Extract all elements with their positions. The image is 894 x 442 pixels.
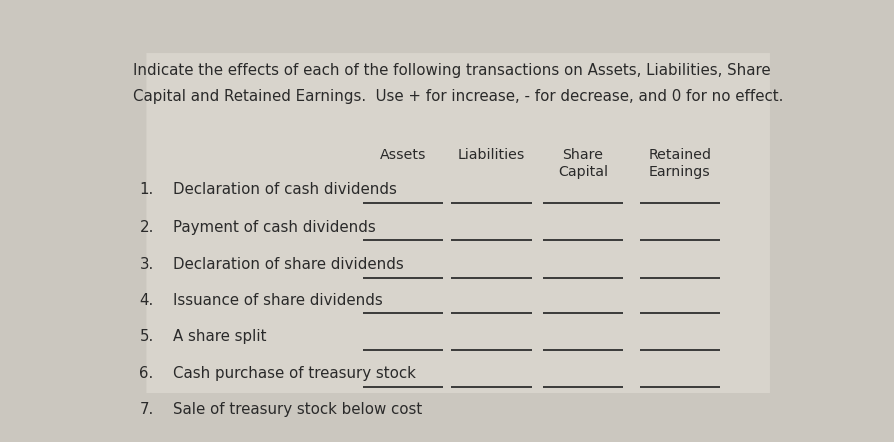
Text: Indicate the effects of each of the following transactions on Assets, Liabilitie: Indicate the effects of each of the foll… [132,63,770,78]
Text: Share
Capital: Share Capital [558,149,608,179]
FancyBboxPatch shape [147,53,770,393]
Text: Assets: Assets [379,149,426,162]
Text: A share split: A share split [173,329,266,344]
Text: Sale of treasury stock below cost: Sale of treasury stock below cost [173,402,422,417]
Text: 4.: 4. [139,293,154,308]
Text: 5.: 5. [139,329,154,344]
Text: 3.: 3. [139,257,154,272]
Text: 1.: 1. [139,183,154,198]
Text: 2.: 2. [139,220,154,235]
Text: Capital and Retained Earnings.  Use + for increase, - for decrease, and 0 for no: Capital and Retained Earnings. Use + for… [132,89,783,104]
Text: Payment of cash dividends: Payment of cash dividends [173,220,375,235]
Text: Cash purchase of treasury stock: Cash purchase of treasury stock [173,366,416,381]
Text: 6.: 6. [139,366,154,381]
Text: 7.: 7. [139,402,154,417]
Text: Declaration of share dividends: Declaration of share dividends [173,257,403,272]
Text: Issuance of share dividends: Issuance of share dividends [173,293,383,308]
Text: Retained
Earnings: Retained Earnings [648,149,712,179]
Text: Declaration of cash dividends: Declaration of cash dividends [173,183,397,198]
Text: Liabilities: Liabilities [458,149,525,162]
